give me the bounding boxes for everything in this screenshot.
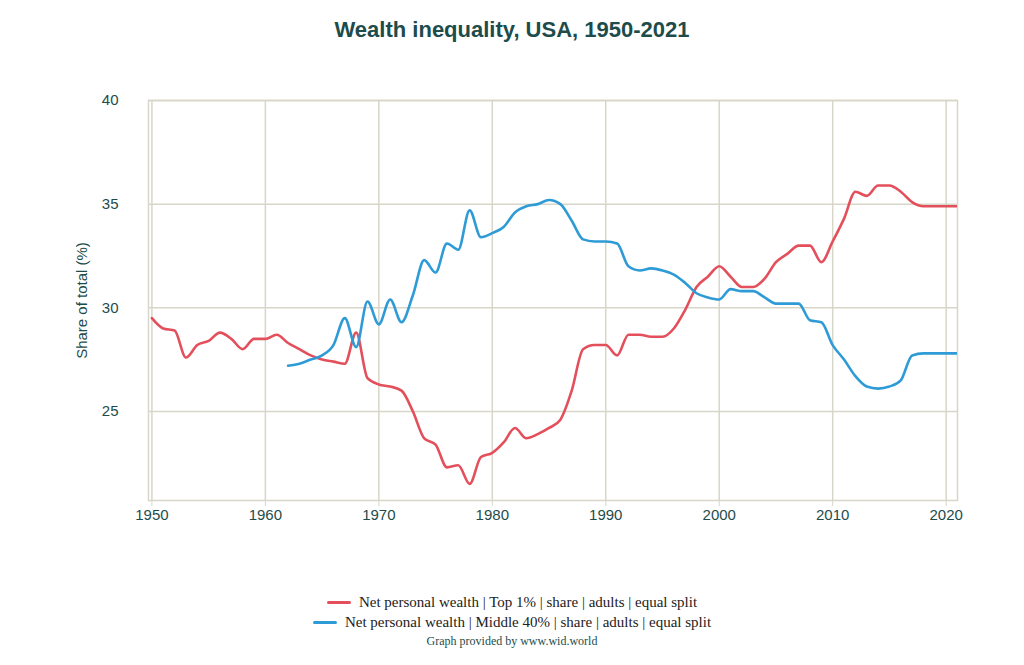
svg-text:40: 40 (102, 91, 119, 108)
svg-text:1950: 1950 (135, 506, 168, 523)
svg-text:2020: 2020 (929, 506, 962, 523)
svg-text:2000: 2000 (703, 506, 736, 523)
svg-text:35: 35 (102, 195, 119, 212)
html-text:Wealth inequality, USA, 1950-2: Wealth inequality, USA, 1950-2021 (334, 17, 690, 42)
svg-text:Share of total (%): Share of total (%) (73, 242, 90, 359)
html-text:Net personal wealth | Top 1% |: Net personal wealth | Top 1% | share | a… (358, 593, 697, 610)
svg-text:1990: 1990 (589, 506, 622, 523)
html-text:Graph provided by www.wid.worl: Graph provided by www.wid.world (426, 634, 598, 648)
svg-text:25: 25 (102, 402, 119, 419)
svg-text:2010: 2010 (816, 506, 849, 523)
svg-text:1970: 1970 (362, 506, 395, 523)
svg-text:1960: 1960 (249, 506, 282, 523)
svg-text:30: 30 (102, 299, 119, 316)
svg-text:1980: 1980 (476, 506, 509, 523)
html-text:Net personal wealth | Middle 4: Net personal wealth | Middle 40% | share… (345, 613, 711, 630)
